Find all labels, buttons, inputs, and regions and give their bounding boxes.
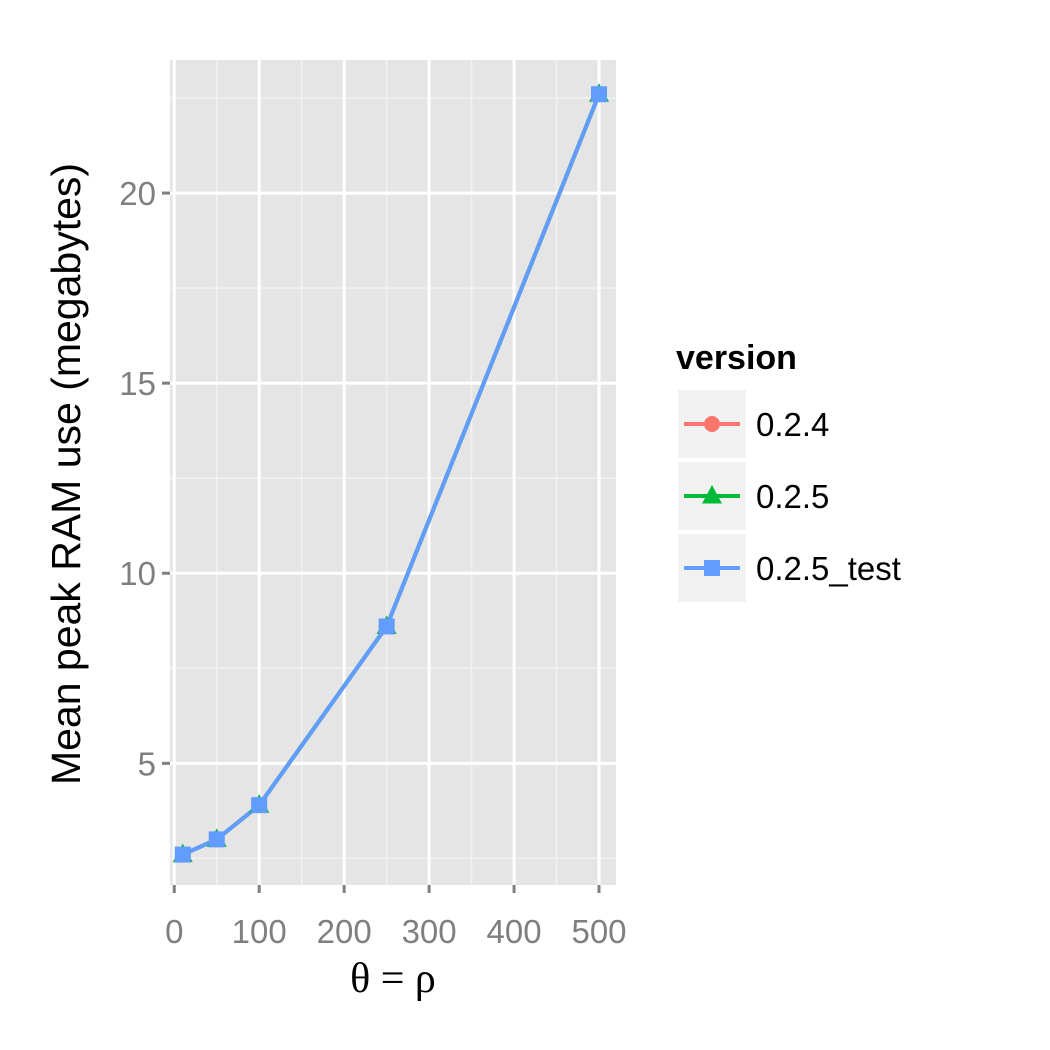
data-point [378, 618, 395, 635]
x-tick-label: 100 [232, 913, 287, 950]
y-tick-label: 10 [119, 555, 156, 592]
legend: version 0.2.4 0.2.5 0.2.5_test [676, 339, 901, 602]
axis-ticks [162, 191, 601, 893]
y-axis-title: Mean peak RAM use (megabytes) [43, 163, 89, 785]
series-points [172, 83, 610, 863]
legend-label: 0.2.4 [756, 406, 829, 443]
y-tick-label: 20 [119, 175, 156, 212]
y-tick-label: 5 [138, 745, 156, 782]
legend-marker [704, 560, 720, 576]
legend-marker [702, 485, 722, 504]
data-point [174, 846, 191, 863]
legend-label: 0.2.5 [756, 478, 829, 515]
x-axis-title: θ = ρ [350, 956, 436, 1002]
y-tick-label: 15 [119, 365, 156, 402]
x-tick-label: 0 [165, 913, 183, 950]
legend-title: version [676, 339, 797, 377]
major-gridlines [170, 60, 616, 885]
plot-panel [170, 60, 616, 885]
tick-labels: 0 100 200 300 400 500 5 10 15 20 [119, 175, 626, 950]
data-point [591, 86, 608, 103]
legend-marker [704, 416, 720, 432]
data-point [208, 831, 225, 848]
x-tick-label: 500 [571, 913, 626, 950]
legend-label: 0.2.5_test [756, 550, 901, 587]
data-point [251, 797, 268, 814]
x-tick-label: 300 [402, 913, 457, 950]
x-tick-label: 400 [487, 913, 542, 950]
x-tick-label: 200 [317, 913, 372, 950]
